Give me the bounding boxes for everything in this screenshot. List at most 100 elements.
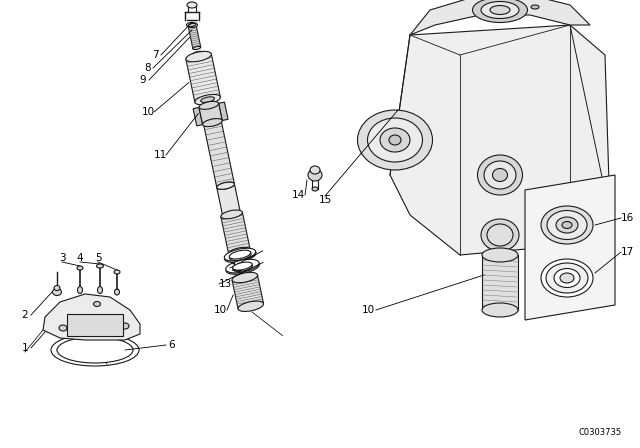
- Ellipse shape: [193, 46, 201, 50]
- Ellipse shape: [77, 266, 83, 270]
- Text: 9: 9: [140, 75, 147, 85]
- Ellipse shape: [554, 268, 580, 288]
- Ellipse shape: [202, 103, 216, 108]
- Ellipse shape: [59, 325, 67, 331]
- Ellipse shape: [541, 206, 593, 244]
- Ellipse shape: [477, 155, 522, 195]
- Ellipse shape: [199, 101, 219, 109]
- Ellipse shape: [367, 118, 422, 162]
- Polygon shape: [43, 294, 140, 340]
- Polygon shape: [193, 108, 203, 126]
- Ellipse shape: [225, 250, 256, 263]
- Ellipse shape: [481, 1, 519, 18]
- Ellipse shape: [546, 263, 588, 293]
- Ellipse shape: [547, 211, 587, 240]
- Bar: [67, 314, 123, 336]
- Text: 10: 10: [213, 305, 227, 315]
- Ellipse shape: [204, 119, 221, 126]
- Ellipse shape: [192, 52, 204, 56]
- Text: C0303735: C0303735: [579, 427, 621, 436]
- Text: 8: 8: [145, 63, 151, 73]
- Text: 10: 10: [141, 107, 155, 117]
- Ellipse shape: [57, 337, 133, 363]
- Ellipse shape: [358, 110, 433, 170]
- Ellipse shape: [115, 289, 120, 295]
- Ellipse shape: [228, 247, 250, 256]
- Ellipse shape: [232, 262, 252, 270]
- Ellipse shape: [560, 273, 574, 283]
- Ellipse shape: [187, 2, 197, 8]
- Text: 7: 7: [152, 50, 158, 60]
- Ellipse shape: [484, 161, 516, 189]
- Ellipse shape: [217, 182, 234, 190]
- Ellipse shape: [121, 323, 129, 329]
- Ellipse shape: [114, 270, 120, 274]
- Ellipse shape: [493, 168, 508, 181]
- Ellipse shape: [97, 264, 104, 268]
- Polygon shape: [186, 54, 220, 102]
- Bar: [482, 255, 518, 310]
- Ellipse shape: [195, 95, 220, 105]
- Ellipse shape: [188, 23, 196, 26]
- Ellipse shape: [224, 248, 256, 261]
- Ellipse shape: [189, 24, 195, 26]
- Text: 5: 5: [95, 253, 101, 263]
- Ellipse shape: [481, 219, 519, 251]
- Ellipse shape: [490, 5, 510, 14]
- Text: 11: 11: [154, 150, 166, 160]
- Ellipse shape: [203, 119, 222, 127]
- Polygon shape: [217, 184, 241, 216]
- Ellipse shape: [310, 166, 320, 174]
- Ellipse shape: [562, 221, 572, 228]
- Ellipse shape: [52, 289, 61, 296]
- Text: 1: 1: [22, 343, 28, 353]
- Ellipse shape: [230, 252, 251, 260]
- Ellipse shape: [54, 285, 60, 290]
- Ellipse shape: [77, 287, 83, 293]
- Polygon shape: [219, 102, 228, 121]
- Ellipse shape: [51, 334, 139, 366]
- Ellipse shape: [556, 217, 578, 233]
- Ellipse shape: [226, 259, 259, 273]
- Ellipse shape: [238, 301, 264, 311]
- Ellipse shape: [232, 272, 257, 283]
- Polygon shape: [221, 212, 250, 254]
- Polygon shape: [201, 98, 216, 107]
- Ellipse shape: [194, 52, 202, 55]
- Ellipse shape: [229, 250, 251, 259]
- Polygon shape: [204, 121, 234, 188]
- Text: 4: 4: [77, 253, 83, 263]
- Ellipse shape: [221, 210, 243, 219]
- Ellipse shape: [233, 263, 253, 271]
- Ellipse shape: [97, 287, 102, 293]
- Ellipse shape: [308, 169, 322, 181]
- Ellipse shape: [482, 303, 518, 317]
- Polygon shape: [188, 24, 201, 49]
- Ellipse shape: [487, 224, 513, 246]
- Ellipse shape: [226, 261, 259, 274]
- Ellipse shape: [217, 182, 234, 190]
- Ellipse shape: [223, 211, 241, 218]
- Ellipse shape: [541, 259, 593, 297]
- Text: 14: 14: [291, 190, 305, 200]
- Ellipse shape: [472, 0, 527, 22]
- Text: 2: 2: [22, 310, 28, 320]
- Text: 15: 15: [318, 195, 332, 205]
- Text: 17: 17: [620, 247, 634, 257]
- Ellipse shape: [93, 302, 100, 306]
- Ellipse shape: [531, 5, 539, 9]
- Text: 13: 13: [218, 279, 232, 289]
- Text: 6: 6: [169, 340, 175, 350]
- Ellipse shape: [389, 135, 401, 145]
- Polygon shape: [525, 175, 615, 320]
- Text: 3: 3: [59, 253, 65, 263]
- Ellipse shape: [312, 187, 318, 191]
- Ellipse shape: [482, 248, 518, 262]
- Polygon shape: [232, 275, 264, 309]
- Ellipse shape: [186, 22, 198, 27]
- Ellipse shape: [186, 52, 211, 62]
- Ellipse shape: [380, 128, 410, 152]
- Text: 10: 10: [362, 305, 374, 315]
- Text: 12: 12: [230, 263, 244, 273]
- Polygon shape: [199, 103, 222, 125]
